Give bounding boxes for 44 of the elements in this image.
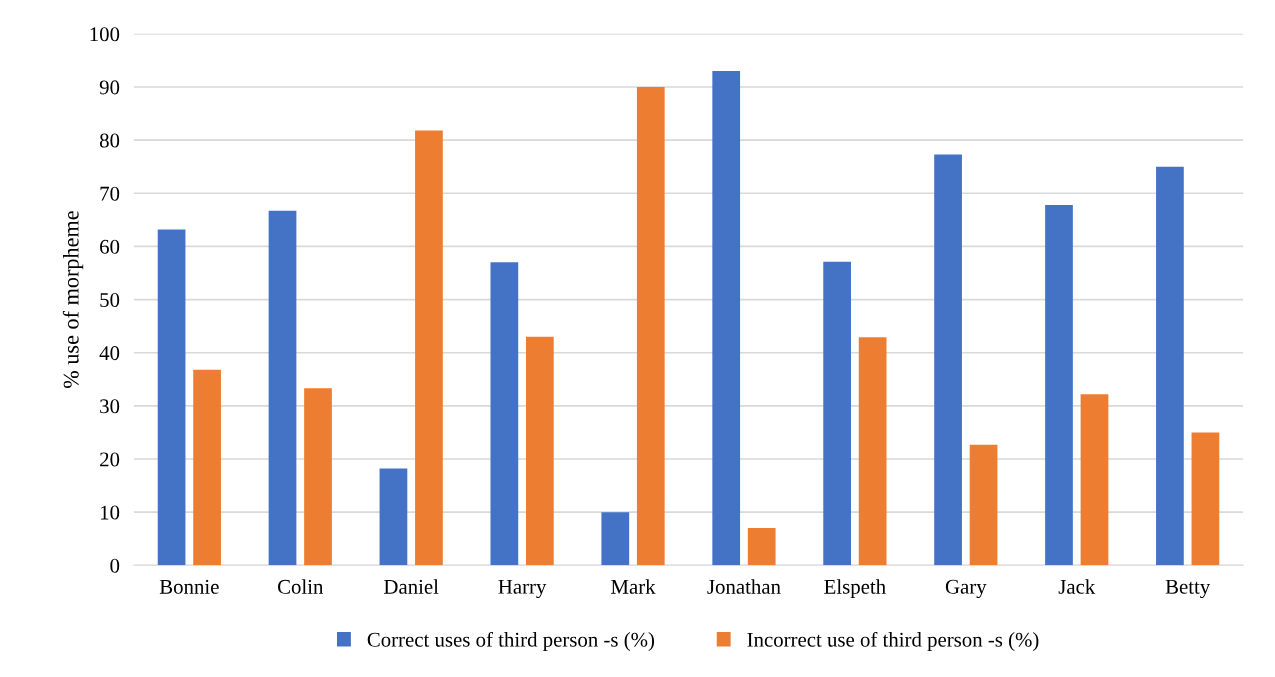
bar xyxy=(1191,432,1220,566)
bar xyxy=(823,261,852,566)
y-tick-label: 80 xyxy=(99,133,120,148)
x-tick-label: Jonathan xyxy=(707,579,781,594)
y-tick-label: 40 xyxy=(99,346,120,361)
x-tick-label: Elspeth xyxy=(824,579,886,599)
y-tick-label: 90 xyxy=(99,80,120,95)
y-tick-label: 100 xyxy=(90,27,120,42)
y-tick-label: 30 xyxy=(100,399,120,414)
bar xyxy=(1045,204,1073,566)
legend-label: Incorrect use of third person -s (%) xyxy=(747,631,1039,651)
bar xyxy=(193,369,221,566)
y-tick-label: 10 xyxy=(100,505,120,520)
bar xyxy=(934,154,962,566)
bar xyxy=(858,337,887,566)
y-tick-label: 70 xyxy=(100,186,120,201)
bar xyxy=(379,468,408,566)
bar xyxy=(636,86,665,566)
bar xyxy=(304,388,332,566)
bar xyxy=(490,262,519,566)
x-tick-label: Daniel xyxy=(384,579,439,594)
x-tick-label: Bonnie xyxy=(159,579,219,594)
bar xyxy=(601,512,630,566)
bar xyxy=(525,336,554,566)
legend-label: Correct uses of third person -s (%) xyxy=(367,631,655,651)
bar xyxy=(712,71,741,566)
x-tick-label: Betty xyxy=(1165,579,1211,599)
x-tick-label: Gary xyxy=(945,579,987,599)
y-tick-label: 50 xyxy=(100,292,120,308)
bar xyxy=(747,528,776,566)
x-tick-label: Mark xyxy=(611,579,656,594)
y-axis-title: % use of morpheme xyxy=(62,211,84,388)
bar xyxy=(415,130,443,566)
y-tick-label: 60 xyxy=(100,239,120,254)
x-tick-label: Harry xyxy=(498,579,547,599)
bar xyxy=(1080,394,1109,566)
bar xyxy=(157,229,186,566)
y-tick-label: 20 xyxy=(100,452,120,467)
bar xyxy=(1156,166,1184,566)
bar xyxy=(969,444,998,566)
x-tick-label: Colin xyxy=(277,579,324,594)
x-tick-label: Jack xyxy=(1058,579,1096,594)
bar xyxy=(268,210,297,566)
y-tick-label: 0 xyxy=(110,558,120,573)
